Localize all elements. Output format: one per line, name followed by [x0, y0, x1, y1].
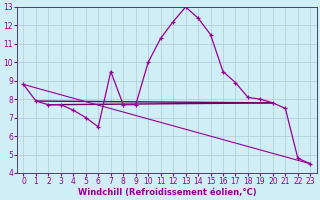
X-axis label: Windchill (Refroidissement éolien,°C): Windchill (Refroidissement éolien,°C) — [77, 188, 256, 197]
